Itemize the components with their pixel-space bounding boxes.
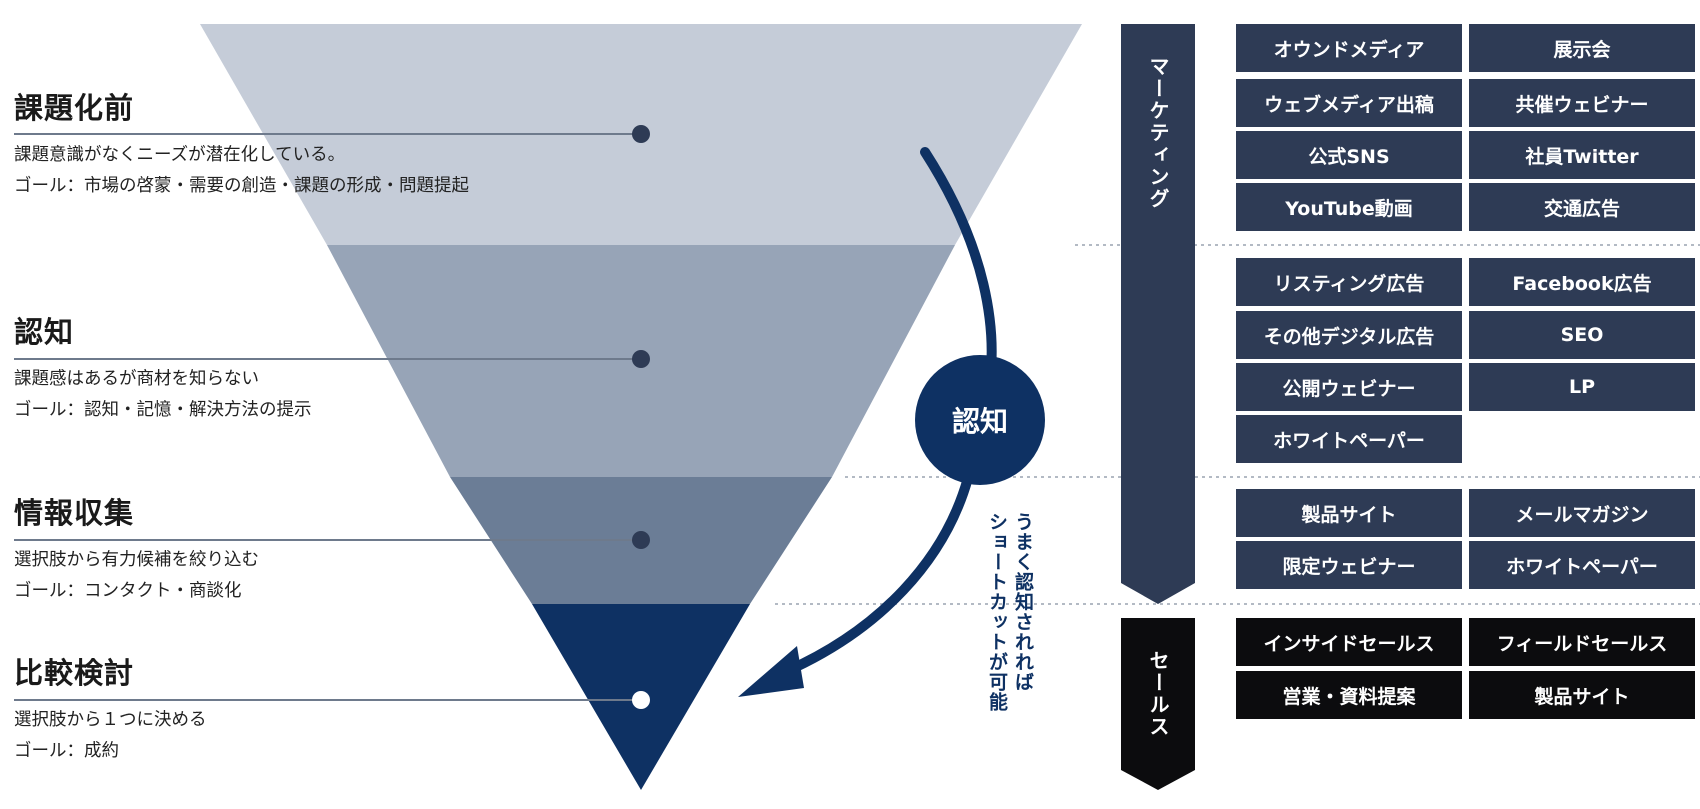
stage-title: 課題化前 [14, 91, 135, 125]
marketing-item: 公式SNS [1236, 131, 1462, 179]
stage-goal: ゴール：認知・記憶・解決方法の提示 [14, 400, 312, 420]
stage-description: 選択肢から１つに決める [14, 710, 207, 730]
stage-title: 情報収集 [14, 496, 135, 530]
marketing-item: 交通広告 [1469, 183, 1695, 231]
stage-title: 比較検討 [14, 656, 135, 690]
shortcut-note: うまく認知されれば ショートカットが可能 [986, 512, 1034, 712]
stage-description: 課題感はあるが商材を知らない [14, 369, 259, 389]
curved-arrow-lower [780, 473, 973, 677]
marketing-item: ホワイトペーパー [1469, 541, 1695, 589]
marketing-item: 製品サイト [1236, 489, 1462, 537]
marketing-item: ウェブメディア出稿 [1236, 79, 1462, 127]
marketing-item: メールマガジン [1469, 489, 1695, 537]
sales-banner [1121, 618, 1195, 790]
sales-label: セールス [1146, 650, 1170, 738]
leader-dot-4 [632, 691, 650, 709]
stage-goal: ゴール：成約 [14, 741, 119, 761]
stage-info-gathering: 情報収集 選択肢から有力候補を絞り込む ゴール：コンタクト・商談化 [14, 495, 259, 607]
marketing-item: オウンドメディア [1236, 24, 1462, 72]
awareness-circle-label: 認知 [951, 405, 1008, 438]
marketing-label: マーケティング [1146, 56, 1170, 210]
stage-description: 課題意識がなくニーズが潜在化している。 [14, 145, 346, 165]
marketing-banner [1121, 24, 1195, 604]
leader-dot-3 [632, 531, 650, 549]
leader-dot-2 [632, 350, 650, 368]
marketing-item: 公開ウェビナー [1236, 363, 1462, 411]
marketing-item: YouTube動画 [1236, 183, 1462, 231]
marketing-item: Facebook広告 [1469, 258, 1695, 306]
marketing-item: LP [1469, 363, 1695, 411]
arrow-head-icon [738, 646, 804, 697]
marketing-item: 社員Twitter [1469, 131, 1695, 179]
stage-title: 認知 [14, 315, 75, 349]
awareness-circle [915, 355, 1045, 485]
marketing-item: リスティング広告 [1236, 258, 1462, 306]
stage-goal: ゴール：市場の啓蒙・需要の創造・課題の形成・問題提起 [14, 176, 469, 196]
stage-awareness: 認知 課題感はあるが商材を知らない ゴール：認知・記憶・解決方法の提示 [14, 314, 312, 426]
stage-goal: ゴール：コンタクト・商談化 [14, 581, 242, 601]
stage-description: 選択肢から有力候補を絞り込む [14, 550, 259, 570]
marketing-item: 共催ウェビナー [1469, 79, 1695, 127]
leader-dot-1 [632, 125, 650, 143]
marketing-item: SEO [1469, 311, 1695, 359]
marketing-item: その他デジタル広告 [1236, 311, 1462, 359]
marketing-item: 限定ウェビナー [1236, 541, 1462, 589]
sales-item: 製品サイト [1469, 671, 1695, 719]
stage-pre-issue: 課題化前 課題意識がなくニーズが潜在化している。 ゴール：市場の啓蒙・需要の創造… [14, 90, 469, 202]
sales-item: インサイドセールス [1236, 618, 1462, 666]
marketing-item: 展示会 [1469, 24, 1695, 72]
sales-item: 営業・資料提案 [1236, 671, 1462, 719]
sales-item: フィールドセールス [1469, 618, 1695, 666]
marketing-item: ホワイトペーパー [1236, 415, 1462, 463]
stage-comparison: 比較検討 選択肢から１つに決める ゴール：成約 [14, 655, 207, 767]
